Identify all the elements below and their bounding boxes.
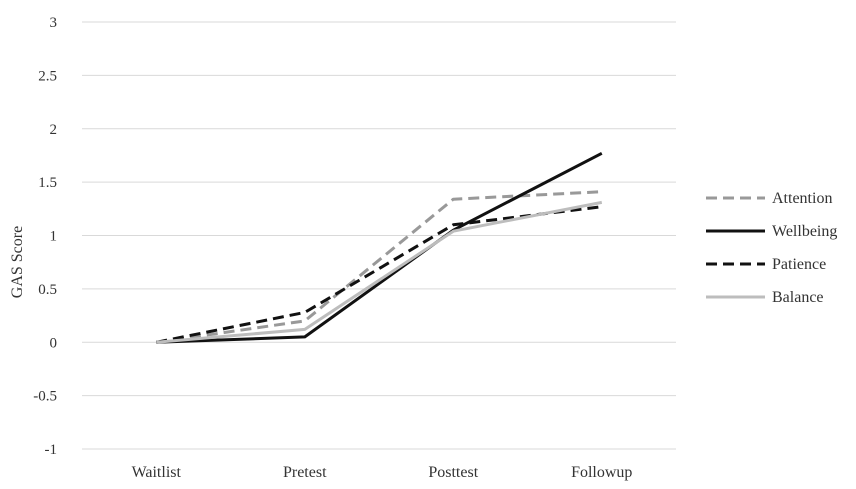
series-line-attention (156, 190, 602, 344)
y-tick-label: 0.5 (38, 282, 57, 298)
x-tick-label: Posttest (428, 464, 478, 481)
y-tick-label: -1 (45, 442, 58, 458)
x-tick-label: Waitlist (132, 464, 182, 481)
y-tick-label: -0.5 (33, 389, 57, 405)
series-line-patience (156, 205, 602, 344)
y-tick-label: 1.5 (38, 175, 57, 191)
x-axis-ticks: Waitlist Pretest Posttest Followup (132, 464, 633, 481)
legend-label-patience: Patience (772, 256, 826, 273)
series-line-balance (156, 200, 603, 344)
x-tick-label: Pretest (283, 464, 327, 481)
y-tick-label: 3 (50, 15, 58, 31)
legend-label-balance: Balance (772, 289, 824, 306)
y-tick-label: 1 (50, 229, 58, 245)
y-tick-label: 2 (50, 122, 58, 138)
y-axis-ticks: 3 2.5 2 1.5 1 0.5 0 -0.5 -1 (33, 15, 57, 458)
legend-label-wellbeing: Wellbeing (772, 223, 837, 240)
x-tick-label: Followup (571, 464, 632, 481)
legend-label-attention: Attention (772, 190, 832, 207)
series-lines (156, 151, 603, 344)
gridlines (82, 21, 676, 450)
y-axis-label: GAS Score (9, 226, 26, 298)
series-line-wellbeing (156, 151, 603, 344)
legend: Attention Wellbeing Patience Balance (706, 190, 837, 306)
y-tick-label: 2.5 (38, 68, 57, 84)
y-tick-label: 0 (50, 335, 58, 351)
